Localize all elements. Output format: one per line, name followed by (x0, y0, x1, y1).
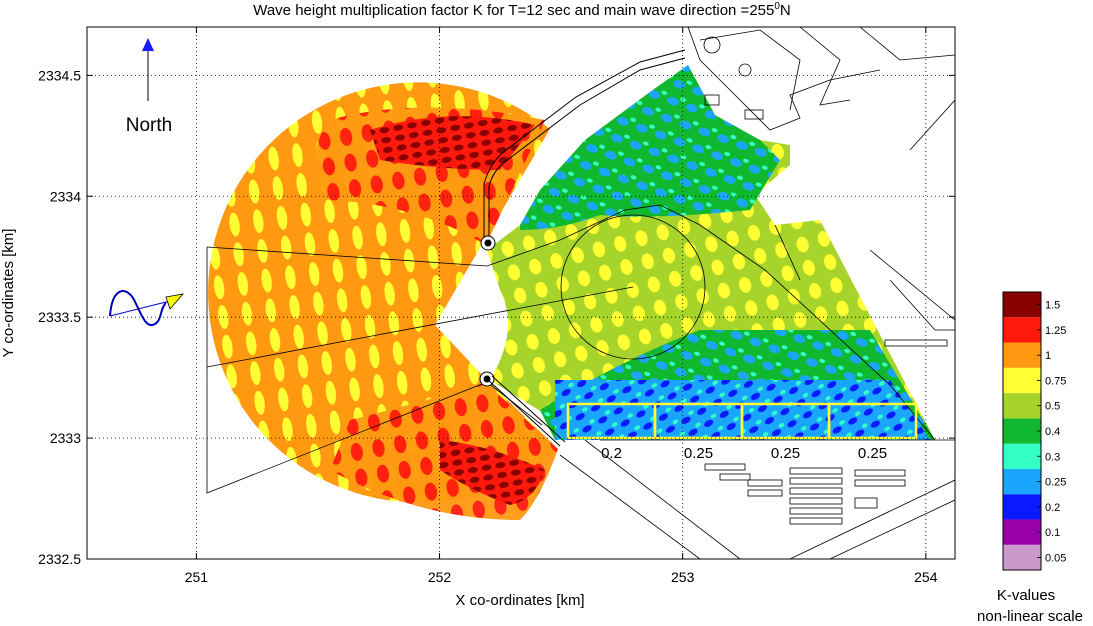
north-arrow-icon (142, 38, 154, 51)
colorbar-frame (1002, 291, 1042, 571)
colorbar-label: 0.2 (1045, 502, 1060, 514)
colorbar-label: 0.05 (1045, 552, 1066, 564)
colorbar-swatch (1003, 468, 1041, 495)
y-tick-label: 2332.5 (38, 551, 81, 567)
x-axis-label: X co-ordinates [km] (455, 592, 584, 609)
harbour-inner-low-zone (520, 65, 780, 230)
colorbar-label: 0.1 (1045, 527, 1060, 539)
peak-wave-zone-south (440, 440, 545, 505)
north-arrow: North (126, 38, 172, 136)
colorbar-label: 1.25 (1045, 325, 1066, 337)
zone-value-label: 0.2 (601, 445, 622, 462)
x-tick-label: 254 (914, 569, 938, 585)
colorbar-title-line2: non-linear scale (977, 608, 1083, 625)
colorbar-label: 1 (1045, 350, 1051, 362)
wave-field (208, 65, 935, 520)
colorbar-swatch (1003, 367, 1041, 394)
colorbar: 0.05 0.1 0.2 0.25 0.3 0.4 0.5 0.75 1 1.25 1.5 (1002, 291, 1066, 571)
colorbar-swatch (1003, 292, 1041, 318)
wave-icon (109, 290, 167, 327)
zone-value-label: 0.25 (771, 445, 800, 462)
colorbar-label: 1.5 (1045, 300, 1060, 312)
colorbar-swatch (1003, 393, 1041, 419)
x-axis-ticks: 251 252 253 254 (185, 27, 938, 585)
axes-frame (86, 26, 956, 560)
colorbar-swatch (1003, 342, 1041, 368)
y-axis-label: Y co-ordinates [km] (0, 229, 17, 358)
colorbar-swatch (1003, 443, 1041, 469)
colorbar-swatch (1003, 317, 1041, 343)
plot-area (87, 27, 955, 559)
y-tick-label: 2334 (50, 188, 81, 204)
breakwaters (479, 49, 686, 447)
colorbar-label: 0.75 (1045, 375, 1066, 387)
colorbar-swatch (1003, 519, 1041, 545)
land-blocks (704, 463, 906, 525)
quay-zones (566, 402, 918, 440)
zone-labels: 0.2 0.25 0.25 0.25 (601, 445, 887, 462)
y-axis-ticks: 2332.5 2333 2333.5 2334 2334.5 (38, 67, 955, 567)
wave-direction-arrow-icon (165, 293, 185, 310)
zone-value-label: 0.25 (684, 445, 713, 462)
quay-zone-4 (827, 402, 918, 440)
x-tick-label: 252 (428, 569, 452, 585)
port-outlines (559, 27, 955, 559)
x-tick-label: 253 (671, 569, 695, 585)
colorbar-label: 0.5 (1045, 401, 1060, 413)
colorbar-swatch (1003, 544, 1041, 570)
chart-title: Wave height multiplication factor K for … (253, 1, 791, 19)
colorbar-title-line1: K-values (997, 587, 1055, 604)
north-label: North (126, 115, 172, 136)
navigation-lines (206, 204, 936, 494)
colorbar-label: 0.3 (1045, 451, 1060, 463)
colorbar-label: 0.25 (1045, 477, 1066, 489)
y-tick-label: 2334.5 (38, 67, 81, 83)
x-tick-label: 251 (185, 569, 209, 585)
wave-direction-symbol (109, 290, 185, 327)
zone-value-label: 0.25 (858, 445, 887, 462)
y-tick-label: 2333.5 (38, 309, 81, 325)
colorbar-label: 0.4 (1045, 426, 1060, 438)
y-tick-label: 2333 (50, 430, 81, 446)
peak-wave-zone-north (370, 116, 535, 170)
colorbar-swatch (1003, 494, 1041, 520)
colorbar-swatch (1003, 418, 1041, 444)
